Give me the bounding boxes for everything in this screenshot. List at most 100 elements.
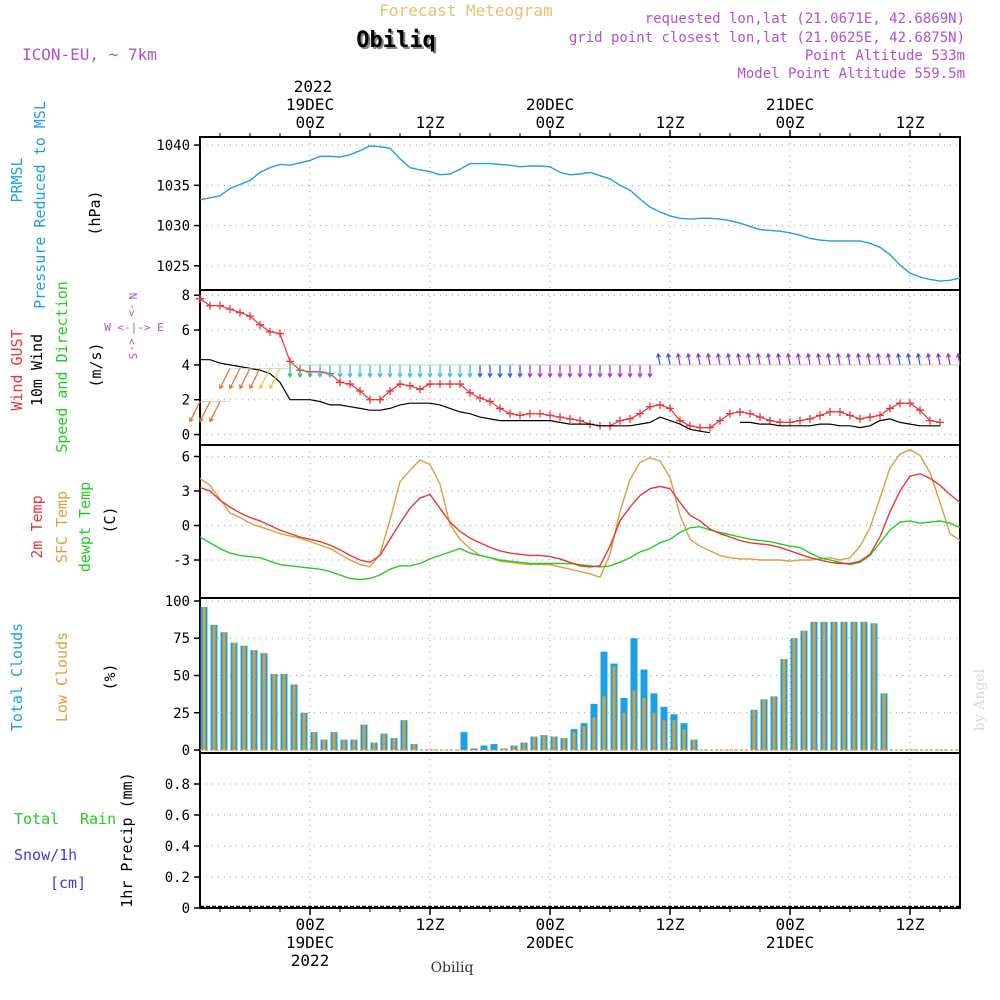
gust-marker xyxy=(526,409,534,418)
low-cloud-bar xyxy=(372,742,376,751)
wind-speed-line xyxy=(200,359,940,434)
low-cloud-bar xyxy=(862,621,866,751)
wind-arrow-head xyxy=(736,352,742,358)
grid-point-coords: grid point closest lon,lat (21.0625E, 42… xyxy=(569,30,965,46)
bottom-axis-date: 19DEC xyxy=(286,933,334,952)
wind-arrow-head xyxy=(776,352,782,358)
gust-marker xyxy=(346,380,354,389)
wind-arrow-head xyxy=(477,373,483,379)
wind-arrow-head xyxy=(577,373,583,379)
gust-marker xyxy=(746,409,754,418)
wind-arrow-head xyxy=(189,417,194,423)
bottom-axis-time: 00Z xyxy=(296,915,325,934)
precip-ytick-label: 0.4 xyxy=(165,839,190,855)
wind-arrow-head xyxy=(826,352,832,358)
low-cloud-bar xyxy=(692,739,696,751)
wind-arrow-head xyxy=(199,417,204,423)
gust-marker xyxy=(666,404,674,413)
chart-title: Forecast Meteogram xyxy=(379,1,552,20)
top-year-label: 2022 xyxy=(294,77,333,96)
wind-arrow-head xyxy=(686,352,692,358)
wind-arrow-head xyxy=(307,373,313,379)
gust-marker xyxy=(706,423,714,432)
wind-direction-arrow xyxy=(269,368,281,389)
credit-watermark: by Angel xyxy=(972,668,988,731)
wind-arrow-head xyxy=(357,373,363,379)
wind-arrow-head xyxy=(587,373,593,379)
total-cloud-bar xyxy=(490,744,498,751)
low-cloud-bar xyxy=(532,736,536,751)
low-cloud-bar xyxy=(602,696,606,751)
wind-arrow-head xyxy=(457,373,463,379)
wind-direction-arrow xyxy=(907,353,911,365)
low-cloud-bar xyxy=(762,699,766,751)
low-cloud-bar xyxy=(222,632,226,751)
gust-marker xyxy=(436,380,444,389)
low-cloud-bar xyxy=(302,712,306,751)
total-cloud-bar xyxy=(470,748,478,751)
wind-arrow-head xyxy=(239,384,244,390)
low-cloud-bar xyxy=(772,696,776,751)
wind-arrow-head xyxy=(367,373,373,379)
wind-direction-arrow xyxy=(229,368,241,389)
precip-unit: 1hr Precip (mm) xyxy=(118,772,136,907)
wind-arrow-head xyxy=(756,352,762,358)
wind-direction-arrow xyxy=(199,401,211,422)
wind-ytick-label: 6 xyxy=(182,323,190,339)
point-altitude: Point Altitude 533m xyxy=(805,48,965,64)
temp-ytick-label: 3 xyxy=(182,484,190,500)
wind-arrow-head xyxy=(647,373,653,379)
compass-rose: N <- W <-|-> E -> S xyxy=(104,293,164,360)
location-title: Obiliq xyxy=(356,28,435,53)
low-cloud-bar xyxy=(522,742,526,751)
wind-speed-direction-label: Speed and Direction xyxy=(53,281,71,453)
low-cloud-bar xyxy=(592,717,596,751)
gust-marker xyxy=(676,416,684,425)
gust-marker xyxy=(726,409,734,418)
wind-arrow-head xyxy=(547,373,553,379)
pressure-ytick-label: 1030 xyxy=(156,219,190,235)
wind-direction-arrow xyxy=(827,353,831,365)
low-cloud-bar xyxy=(552,736,556,751)
bottom-axis-time: 12Z xyxy=(896,915,925,934)
gust-marker xyxy=(476,393,484,402)
wind-arrow-head xyxy=(387,373,393,379)
gust-marker xyxy=(426,380,434,389)
gust-marker xyxy=(836,407,844,416)
wind-arrow-head xyxy=(946,352,952,358)
low-cloud-bar xyxy=(642,697,646,751)
temp-2m-label: 2m Temp xyxy=(28,495,46,558)
wind-direction-arrow xyxy=(249,368,261,389)
wind-direction-arrow xyxy=(787,353,791,365)
wind-direction-arrow xyxy=(219,368,231,389)
wind-10m-label: 10m Wind xyxy=(28,334,46,406)
gust-marker xyxy=(556,413,564,422)
total-clouds-label: Total Clouds xyxy=(8,623,26,731)
low-cloud-bar xyxy=(682,729,686,751)
gust-marker xyxy=(216,301,224,310)
wind-arrow-head xyxy=(846,352,852,358)
gust-marker xyxy=(716,416,724,425)
precip-snow-unit: [cm] xyxy=(50,874,86,892)
wind-direction-arrow xyxy=(857,353,861,365)
bottom-axis-time: 12Z xyxy=(416,915,445,934)
wind-unit: (m/s) xyxy=(87,342,105,387)
gust-marker xyxy=(396,380,404,389)
low-cloud-bar xyxy=(342,739,346,751)
wind-arrow-head xyxy=(716,352,722,358)
wind-ytick-label: 8 xyxy=(182,288,190,304)
gust-marker xyxy=(876,411,884,420)
precip-ytick-label: 0.8 xyxy=(165,777,190,793)
wind-arrow-head xyxy=(467,373,473,379)
wind-direction-arrow xyxy=(957,353,961,365)
wind-ytick-label: 0 xyxy=(182,428,190,444)
gust-marker xyxy=(366,395,374,404)
temp-dewpoint-label: dewpt Temp xyxy=(76,482,94,572)
gust-marker xyxy=(816,411,824,420)
bottom-axis-date: 21DEC xyxy=(766,933,814,952)
clouds-ytick-label: 0 xyxy=(182,743,190,759)
temp-ytick-label: 0 xyxy=(182,519,190,535)
gust-marker xyxy=(236,308,244,317)
precip-panel: Total Rain Snow/1h [cm] 1hr Precip (mm) … xyxy=(14,752,961,917)
